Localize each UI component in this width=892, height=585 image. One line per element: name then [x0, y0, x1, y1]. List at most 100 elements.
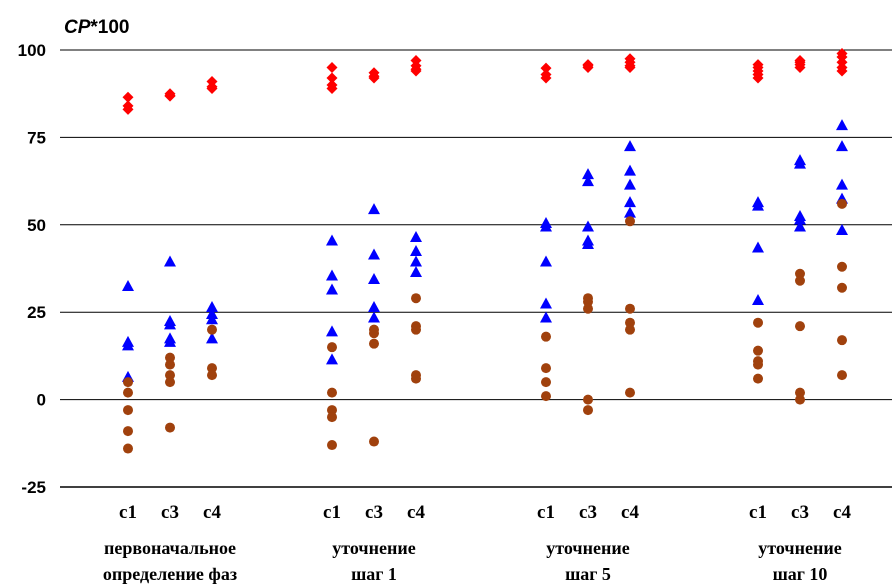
circle-point [625, 387, 635, 398]
circle-point [411, 324, 421, 335]
triangle-point [164, 255, 176, 267]
triangle-point [540, 255, 552, 267]
x-tick-label: c3 [791, 502, 809, 523]
triangle-point [624, 196, 636, 208]
triangle-point [326, 269, 338, 281]
triangle-point [624, 206, 636, 218]
diamond-point [624, 61, 636, 73]
circle-point [327, 342, 337, 353]
circle-point [795, 394, 805, 405]
diamond-point [326, 72, 338, 84]
triangle-point [752, 293, 764, 305]
triangle-point [794, 220, 806, 232]
circle-point [541, 391, 551, 402]
group-label-line: уточнение [332, 538, 415, 558]
group-label-line: шаг 10 [773, 564, 828, 584]
circle-point [369, 338, 379, 349]
circle-point [165, 422, 175, 433]
diamond-point [122, 103, 134, 115]
triangle-point [752, 241, 764, 253]
circle-point [165, 370, 175, 381]
circle-point [795, 275, 805, 286]
group-label-line: первоначальное [104, 538, 236, 558]
group-label-line: шаг 1 [351, 564, 397, 584]
circle-point [837, 282, 847, 293]
diamond-point [122, 91, 134, 103]
triangle-point [368, 203, 380, 215]
x-tick-label: c3 [365, 502, 383, 523]
x-tick-label: c4 [203, 502, 221, 523]
circle-point [837, 370, 847, 381]
y-tick-label: 0 [37, 391, 46, 410]
y-tick-label: 50 [27, 216, 46, 235]
triangle-point [122, 279, 134, 291]
triangle-point [326, 234, 338, 246]
x-tick-label: c1 [537, 502, 555, 523]
triangle-point [794, 157, 806, 169]
circle-point [123, 387, 133, 398]
triangle-point [540, 311, 552, 323]
x-tick-label: c1 [119, 502, 137, 523]
x-tick-label: c4 [833, 502, 851, 523]
triangle-point [368, 300, 380, 312]
diamond-point [582, 61, 594, 73]
triangle-point [326, 283, 338, 295]
y-tick-labels: 100 75 50 25 0 -25 [18, 41, 46, 497]
triangle-point [206, 300, 218, 312]
circle-point [583, 303, 593, 314]
circle-point [625, 317, 635, 328]
circle-point [123, 443, 133, 454]
circle-point [541, 331, 551, 342]
y-axis-label: CP*100 [64, 17, 130, 38]
group-label-line: уточнение [758, 538, 841, 558]
y-tick-label: 100 [18, 41, 46, 60]
circle-point [411, 293, 421, 304]
x-tick-label: c4 [407, 502, 425, 523]
circle-point [795, 387, 805, 398]
circle-point [837, 261, 847, 272]
circle-point [411, 373, 421, 384]
triangle-point [752, 199, 764, 211]
triangle-point [582, 175, 594, 187]
triangle-point [836, 224, 848, 236]
triangle-point [582, 168, 594, 180]
circle-point [753, 373, 763, 384]
triangle-point [582, 220, 594, 232]
circle-point [369, 436, 379, 447]
circle-point [795, 321, 805, 332]
triangle-point [624, 178, 636, 190]
circle-point [583, 394, 593, 405]
x-tick-label: c3 [579, 502, 597, 523]
circle-point [625, 324, 635, 335]
triangle-point [836, 119, 848, 131]
triangle-point [582, 238, 594, 250]
triangle-point [410, 265, 422, 277]
circle-point [369, 328, 379, 339]
diamond-point [410, 65, 422, 77]
circle-point [625, 216, 635, 227]
triangle-point [368, 311, 380, 323]
diamond-point [326, 61, 338, 73]
triangle-point [206, 313, 218, 325]
triangle-point [368, 248, 380, 260]
triangle-point [836, 140, 848, 152]
triangle-point [326, 353, 338, 365]
circle-point [541, 377, 551, 388]
triangle-point [326, 325, 338, 337]
circle-point [583, 296, 593, 307]
circle-point [123, 426, 133, 437]
circle-point [165, 359, 175, 370]
x-tick-labels: c1 c3 c4 c1 c3 c4 c1 c3 c4 c1 c3 c4 [119, 502, 851, 523]
y-axis-label-rest: *100 [90, 17, 129, 38]
diamond-point [794, 61, 806, 73]
x-tick-label: c1 [749, 502, 767, 523]
group-label-line: уточнение [546, 538, 629, 558]
circle-point [327, 405, 337, 416]
circle-point [327, 387, 337, 398]
circle-point [207, 363, 217, 374]
triangle-point [540, 220, 552, 232]
gridlines [60, 49, 892, 401]
y-axis-label-italic: CP [64, 17, 91, 38]
circle-point [327, 412, 337, 423]
circle-point [837, 198, 847, 209]
